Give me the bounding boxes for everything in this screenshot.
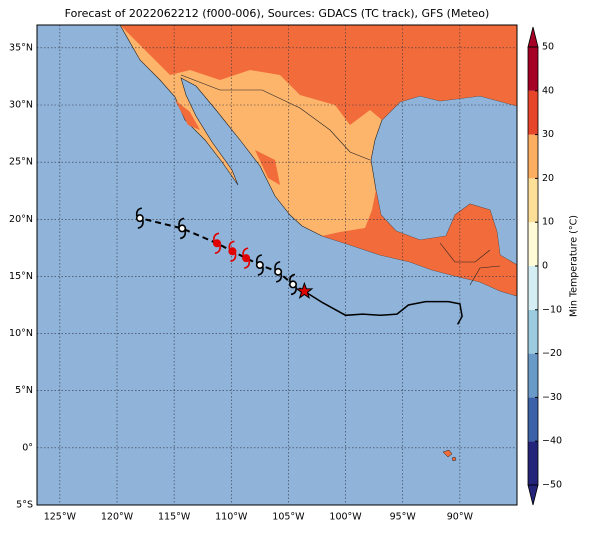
- y-tick-label: 35°N: [9, 42, 33, 53]
- storm-symbol: [288, 273, 297, 296]
- colorbar-bin: [528, 353, 538, 398]
- colorbar-tick-label: 0: [542, 261, 548, 272]
- y-tick-label: 15°N: [9, 271, 33, 282]
- storm-symbol: [255, 254, 264, 276]
- symbol-arm: [230, 253, 237, 263]
- symbol-arm: [289, 273, 296, 283]
- warm-region: [120, 25, 517, 125]
- x-tick-label: 120°W: [101, 512, 134, 523]
- colorbar-tick-label: 40: [542, 85, 554, 96]
- symbol-arm: [213, 232, 220, 242]
- x-tick-label: 115°W: [158, 512, 191, 523]
- colorbar-bin: [528, 397, 538, 442]
- colorbar-bin: [528, 441, 538, 485]
- symbol-arm: [275, 273, 283, 283]
- y-tick-label: 30°N: [9, 100, 33, 111]
- colorbar-bin: [528, 47, 538, 91]
- warm-region: [175, 100, 200, 130]
- symbol-core: [242, 254, 251, 263]
- symbol-arm: [214, 245, 221, 255]
- y-tick-label: 25°N: [9, 157, 33, 168]
- colorbar-label: Min Temperature (°C): [569, 215, 580, 317]
- storm-track: [135, 207, 463, 325]
- islands: [442, 449, 457, 462]
- forecast-track: [139, 217, 305, 293]
- warm-region: [322, 190, 517, 296]
- title: Forecast of 2022062212 (f000-006), Sourc…: [65, 7, 490, 20]
- colorbar-tick-label: −50: [542, 480, 562, 491]
- x-tick-label: 100°W: [329, 512, 362, 523]
- x-tick-label: 90°W: [447, 512, 474, 523]
- colorbar-extend-bottom: [527, 484, 539, 506]
- symbol-arm: [228, 240, 235, 250]
- colorbar-tick-label: 20: [542, 173, 554, 184]
- symbol-arm: [178, 217, 185, 227]
- colorbar-tick-label: 30: [542, 129, 554, 140]
- colorbar-tick-label: 50: [542, 42, 554, 53]
- storm-symbol: [213, 232, 222, 255]
- symbol-arm: [137, 220, 144, 229]
- symbol-core: [228, 247, 237, 256]
- map-frame: [36, 24, 518, 506]
- symbol-core: [255, 260, 264, 269]
- colorbar-tick-label: −40: [542, 436, 562, 447]
- storm-symbol: [274, 261, 283, 283]
- colorbar-tick-label: −10: [542, 304, 562, 315]
- colorbar-bin: [528, 90, 538, 135]
- symbol-arm: [179, 230, 187, 240]
- colorbar-bin: [528, 222, 538, 266]
- x-tick-label: 105°W: [272, 512, 305, 523]
- map: [37, 25, 517, 505]
- colorbar-tick-label: 10: [542, 217, 554, 228]
- storm-symbol: [178, 217, 187, 240]
- colorbar-bin: [528, 134, 538, 179]
- x-tick-label: 110°W: [215, 512, 248, 523]
- symbol-core: [288, 280, 297, 289]
- y-tick-label: 10°N: [9, 328, 33, 339]
- storm-symbol: [135, 207, 144, 229]
- x-tick-label: 95°W: [390, 512, 417, 523]
- symbol-core: [213, 239, 222, 248]
- colorbar-bin: [528, 309, 538, 354]
- symbol-arm: [257, 266, 264, 276]
- colorbar-tick-label: −30: [542, 392, 562, 403]
- past-track: [304, 290, 463, 325]
- symbol-arm: [135, 207, 143, 217]
- symbol-arm: [242, 247, 249, 257]
- y-tick-label: 5°N: [15, 385, 33, 396]
- symbol-arm: [274, 261, 281, 270]
- colorbar-tick-label: −20: [542, 348, 562, 359]
- colorbar-extend-top: [527, 26, 539, 48]
- symbol-arm: [255, 254, 263, 264]
- symbol-core: [274, 267, 283, 276]
- storm-symbol: [228, 240, 237, 263]
- storm-symbol: [242, 247, 251, 269]
- colorbar-bin: [528, 266, 538, 310]
- x-tick-label: 125°W: [44, 512, 77, 523]
- symbol-arm: [290, 286, 297, 296]
- symbol-core: [178, 224, 187, 233]
- symbol-arm: [243, 260, 251, 269]
- current-position: [295, 281, 314, 300]
- border: [180, 74, 501, 286]
- colorbar-bin: [528, 178, 538, 223]
- y-tick-label: 0°: [22, 442, 33, 453]
- warm-region: [255, 150, 280, 185]
- symbol-core: [135, 214, 144, 223]
- y-tick-label: 5°S: [16, 500, 33, 511]
- y-tick-label: 20°N: [9, 214, 33, 225]
- graticule: [37, 25, 517, 505]
- colorbar: 50 40 30 20 10 0 −10 −20 −30 −40 −50: [527, 26, 562, 506]
